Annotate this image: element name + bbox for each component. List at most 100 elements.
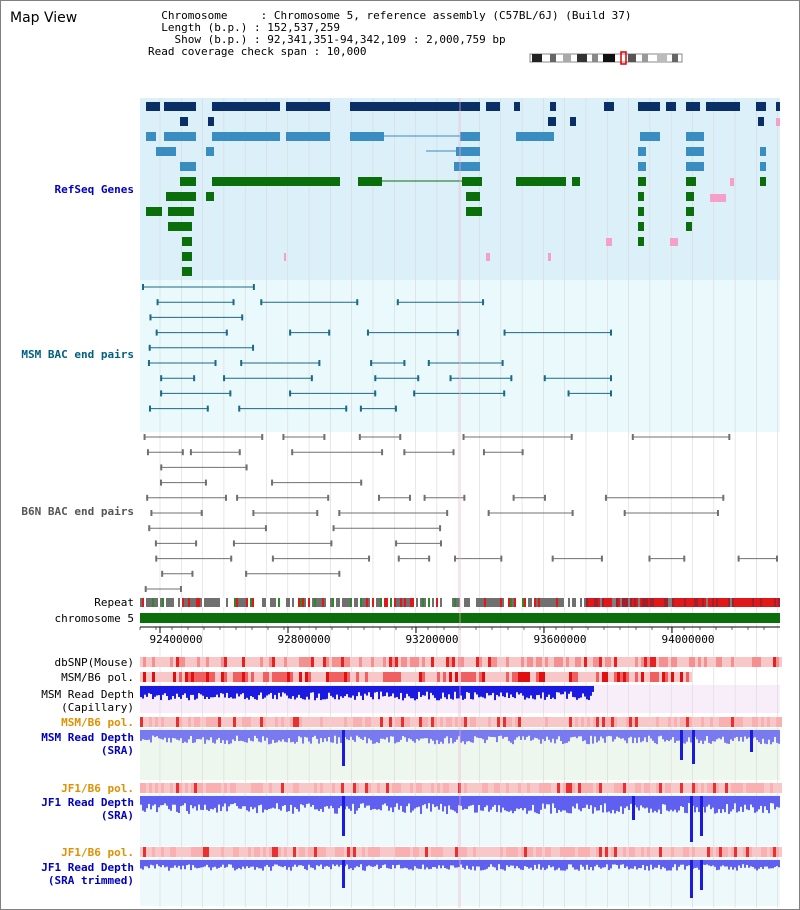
jf1-b6-pol-label[interactable]: JF1/B6 pol. bbox=[61, 782, 134, 795]
heat-cell bbox=[578, 672, 581, 682]
msm-depth-sra-label[interactable]: MSM Read Depth bbox=[41, 731, 134, 744]
repeat-mark bbox=[318, 598, 320, 607]
b6n-bac-label[interactable]: B6N BAC end pairs bbox=[21, 505, 134, 518]
jf1-b6-pol-trimmed-track[interactable] bbox=[140, 847, 782, 857]
heat-cell bbox=[605, 717, 608, 727]
heat-cell bbox=[368, 657, 371, 667]
heat-cell bbox=[413, 717, 416, 727]
repeat-mark bbox=[764, 598, 766, 607]
jf1-trimmed-depth-track[interactable] bbox=[140, 860, 780, 898]
depth-bar bbox=[272, 796, 274, 808]
heat-cell bbox=[467, 783, 470, 793]
depth-bar bbox=[778, 860, 780, 868]
depth-bar bbox=[332, 796, 334, 809]
repeat-mark bbox=[704, 598, 706, 607]
depth-bar bbox=[204, 860, 206, 867]
heat-cell bbox=[191, 783, 194, 793]
bac-end bbox=[454, 555, 457, 562]
jf1-b6-pol-trimmed-label[interactable]: JF1/B6 pol. bbox=[61, 846, 134, 859]
bac-end bbox=[381, 449, 384, 456]
msm-depth-capillary-label[interactable]: MSM Read Depth bbox=[41, 688, 134, 701]
depth-bar bbox=[322, 860, 324, 869]
msm-b6-pol-sra-track[interactable] bbox=[140, 717, 782, 727]
depth-bar bbox=[478, 796, 480, 806]
msm-bac-label[interactable]: MSM BAC end pairs bbox=[21, 348, 134, 361]
repeat-mark bbox=[294, 598, 296, 607]
heat-cell bbox=[509, 672, 512, 682]
refseq-genes-track[interactable] bbox=[146, 102, 780, 276]
heat-cell bbox=[764, 847, 767, 857]
msm-b6-pol-label[interactable]: MSM/B6 pol. bbox=[61, 671, 134, 684]
depth-bar bbox=[538, 686, 540, 695]
jf1-b6-pol-track[interactable] bbox=[140, 783, 782, 793]
depth-bar bbox=[190, 860, 192, 871]
heat-cell bbox=[260, 672, 263, 682]
gene-exon bbox=[350, 132, 384, 141]
msm-capillary-depth-track[interactable] bbox=[140, 686, 594, 701]
heat-cell bbox=[446, 657, 449, 667]
heat-cell bbox=[596, 717, 599, 727]
heat-cell bbox=[407, 672, 410, 682]
heat-cell bbox=[155, 657, 158, 667]
heat-cell bbox=[539, 717, 542, 727]
msm-sra-depth-track[interactable] bbox=[140, 730, 780, 766]
depth-bar bbox=[252, 860, 254, 867]
repeat-mark bbox=[292, 598, 294, 607]
depth-bar bbox=[378, 796, 380, 810]
depth-bar bbox=[660, 730, 662, 736]
jf1-depth-trimmed-label[interactable]: JF1 Read Depth bbox=[41, 861, 134, 874]
heat-cell bbox=[488, 717, 491, 727]
gene-exon bbox=[212, 177, 340, 186]
msm-bac-track[interactable] bbox=[142, 284, 612, 412]
repeat-mark bbox=[412, 598, 414, 607]
heat-cell bbox=[233, 783, 236, 793]
depth-bar bbox=[508, 686, 510, 699]
depth-bar bbox=[270, 730, 272, 744]
jf1-sra-depth-track[interactable] bbox=[140, 796, 780, 842]
repeat-track[interactable] bbox=[140, 598, 780, 607]
depth-bar bbox=[152, 796, 154, 806]
depth-bar bbox=[404, 860, 406, 868]
depth-bar bbox=[274, 796, 276, 809]
heat-cell bbox=[170, 657, 173, 667]
refseq-genes-label[interactable]: RefSeq Genes bbox=[54, 183, 134, 196]
depth-bar bbox=[468, 860, 470, 869]
heat-cell bbox=[488, 847, 491, 857]
dbsnp-label[interactable]: dbSNP(Mouse) bbox=[54, 656, 134, 669]
heat-cell bbox=[353, 783, 356, 793]
msm-b6-pol-sra-label[interactable]: MSM/B6 pol. bbox=[61, 716, 134, 729]
heat-cell bbox=[152, 717, 155, 727]
bac-end bbox=[232, 299, 235, 306]
chromosome-ideogram[interactable] bbox=[529, 51, 683, 65]
gene-exon bbox=[686, 132, 704, 141]
jf1-depth-sra-label[interactable]: JF1 Read Depth bbox=[41, 796, 134, 809]
depth-bar bbox=[300, 860, 302, 866]
heat-cell bbox=[236, 657, 239, 667]
dbsnp-heat-track[interactable] bbox=[140, 657, 782, 667]
bac-end bbox=[503, 390, 506, 397]
depth-bar bbox=[276, 686, 278, 700]
heat-cell bbox=[200, 783, 203, 793]
depth-bar bbox=[768, 860, 770, 869]
bac-end bbox=[328, 329, 331, 336]
depth-bar bbox=[306, 860, 308, 871]
msm-b6-pol-track[interactable] bbox=[140, 672, 692, 682]
depth-bar bbox=[360, 796, 362, 804]
repeat-mark bbox=[390, 598, 392, 607]
heat-cell bbox=[341, 783, 344, 793]
depth-bar bbox=[360, 730, 362, 739]
repeat-label[interactable]: Repeat bbox=[94, 596, 134, 609]
heat-cell bbox=[329, 717, 332, 727]
heat-cell bbox=[434, 847, 437, 857]
heat-cell bbox=[602, 672, 605, 682]
heat-cell bbox=[596, 847, 599, 857]
b6n-bac-track[interactable] bbox=[143, 434, 778, 592]
heat-cell bbox=[653, 847, 656, 857]
depth-bar bbox=[280, 686, 282, 697]
heat-cell bbox=[173, 717, 176, 727]
depth-bar bbox=[150, 860, 152, 865]
heat-cell bbox=[500, 672, 503, 682]
heat-cell bbox=[365, 657, 368, 667]
repeat-mark bbox=[536, 598, 538, 607]
